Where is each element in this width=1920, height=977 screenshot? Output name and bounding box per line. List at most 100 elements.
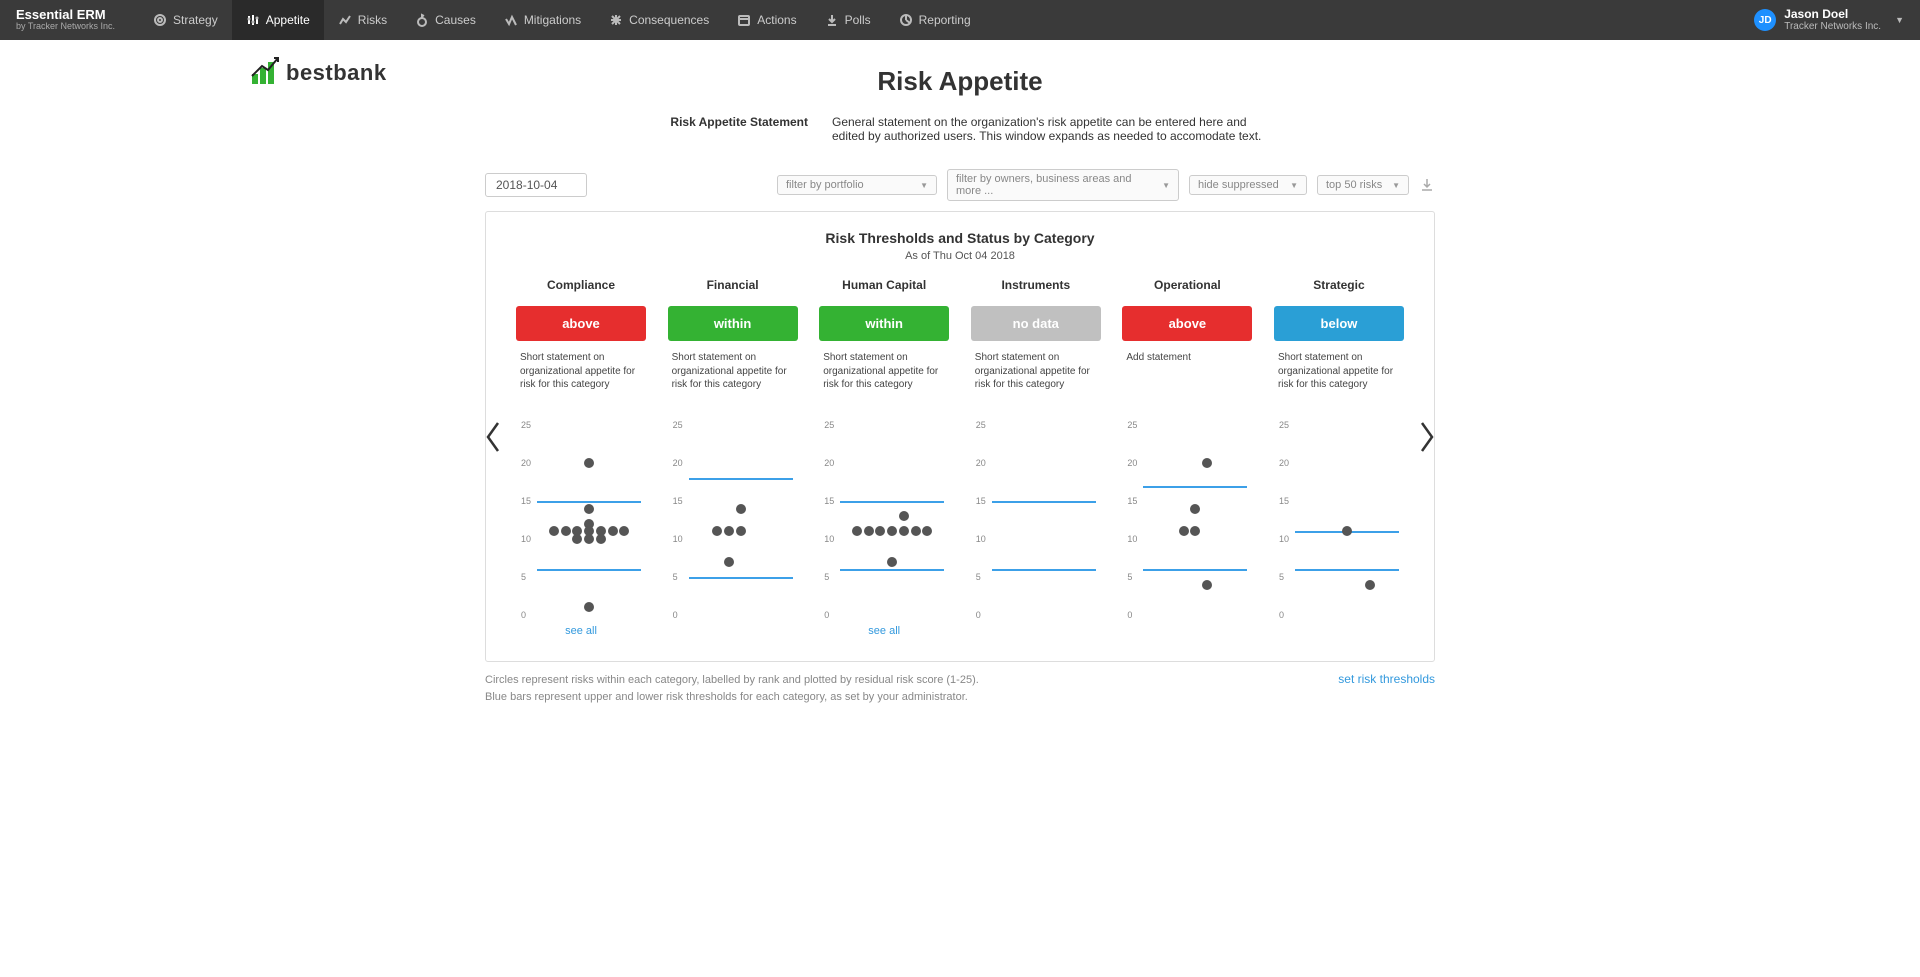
nav-consequences[interactable]: Consequences [595, 0, 723, 40]
category-description[interactable]: Short statement on organizational appeti… [971, 351, 1101, 407]
risk-dot[interactable] [724, 526, 734, 536]
risk-dot[interactable] [619, 526, 629, 536]
y-tick: 25 [976, 420, 986, 430]
status-badge: above [516, 306, 646, 341]
threshold-line [1295, 569, 1399, 571]
risk-dot[interactable] [922, 526, 932, 536]
risk-dot[interactable] [584, 534, 594, 544]
nav-causes[interactable]: Causes [401, 0, 490, 40]
next-arrow[interactable] [1416, 419, 1438, 455]
category-description[interactable]: Short statement on organizational appeti… [516, 351, 646, 407]
chevron-down-icon: ▼ [1895, 15, 1904, 25]
risk-dot[interactable] [584, 602, 594, 612]
status-badge: within [819, 306, 949, 341]
threshold-line [1143, 569, 1247, 571]
risk-dot[interactable] [1365, 580, 1375, 590]
filter-portfolio[interactable]: filter by portfolio▼ [777, 175, 937, 195]
download-icon[interactable] [1419, 177, 1435, 193]
y-tick: 25 [673, 420, 683, 430]
nav-strategy[interactable]: Strategy [139, 0, 232, 40]
y-tick: 20 [673, 458, 683, 468]
risk-dot[interactable] [899, 511, 909, 521]
status-badge: within [668, 306, 798, 341]
risk-dot[interactable] [899, 526, 909, 536]
risk-dot[interactable] [1179, 526, 1189, 536]
filter-owners[interactable]: filter by owners, business areas and mor… [947, 169, 1179, 201]
nav-appetite[interactable]: Appetite [232, 0, 324, 40]
nav-actions[interactable]: Actions [723, 0, 810, 40]
y-tick: 25 [1279, 420, 1289, 430]
y-tick: 20 [1127, 458, 1137, 468]
appetite-icon [246, 13, 260, 27]
nav-label: Mitigations [524, 13, 581, 27]
risk-dot[interactable] [712, 526, 722, 536]
risk-dot[interactable] [1190, 526, 1200, 536]
risk-dot[interactable] [572, 534, 582, 544]
nav-reporting[interactable]: Reporting [885, 0, 985, 40]
risk-dot[interactable] [1202, 580, 1212, 590]
risk-dot[interactable] [584, 458, 594, 468]
category-description[interactable]: Short statement on organizational appeti… [1274, 351, 1404, 407]
nav-label: Risks [358, 13, 387, 27]
risk-dot[interactable] [875, 526, 885, 536]
category-description[interactable]: Short statement on organizational appeti… [668, 351, 798, 407]
risk-dot[interactable] [608, 526, 618, 536]
nav-label: Polls [845, 13, 871, 27]
risk-dot[interactable] [864, 526, 874, 536]
user-menu[interactable]: JD Jason Doel Tracker Networks Inc. ▼ [1754, 8, 1904, 32]
risks-icon [338, 13, 352, 27]
prev-arrow[interactable] [482, 419, 504, 455]
brand: Essential ERM by Tracker Networks Inc. [16, 8, 115, 32]
category-title: Financial [668, 278, 798, 292]
filter-owners-label: filter by owners, business areas and mor… [956, 173, 1156, 197]
filter-top-label: top 50 risks [1326, 179, 1382, 191]
nav-mitigations[interactable]: Mitigations [490, 0, 595, 40]
polls-icon [825, 13, 839, 27]
threshold-line [1143, 486, 1247, 488]
nav-label: Consequences [629, 13, 709, 27]
mini-chart: 0510152025 [976, 425, 1096, 615]
filter-top-risks[interactable]: top 50 risks▼ [1317, 175, 1409, 195]
risk-dot[interactable] [724, 557, 734, 567]
nav-label: Strategy [173, 13, 218, 27]
set-thresholds-link[interactable]: set risk thresholds [1338, 672, 1435, 686]
see-all-link[interactable]: see all [516, 625, 646, 637]
date-picker[interactable]: 2018-10-04 [485, 173, 587, 197]
y-tick: 0 [976, 610, 981, 620]
category-description[interactable]: Add statement [1122, 351, 1252, 407]
category-financial: Financial within Short statement on organi… [668, 278, 798, 637]
y-tick: 10 [521, 534, 531, 544]
risk-dot[interactable] [561, 526, 571, 536]
see-all-link[interactable]: see all [819, 625, 949, 637]
logo-icon [250, 56, 282, 86]
statement-body[interactable]: General statement on the organization's … [832, 115, 1272, 143]
mitigations-icon [504, 13, 518, 27]
risk-dot[interactable] [852, 526, 862, 536]
risk-dot[interactable] [911, 526, 921, 536]
panel-subtitle: As of Thu Oct 04 2018 [516, 250, 1404, 262]
status-badge: above [1122, 306, 1252, 341]
risk-dot[interactable] [1202, 458, 1212, 468]
filter-suppressed[interactable]: hide suppressed▼ [1189, 175, 1307, 195]
filter-portfolio-label: filter by portfolio [786, 179, 864, 191]
risk-dot[interactable] [596, 534, 606, 544]
risk-dot[interactable] [1342, 526, 1352, 536]
category-strategic: StrategicbelowShort statement on organiz… [1274, 278, 1404, 637]
thresholds-panel: Risk Thresholds and Status by Category A… [485, 211, 1435, 662]
category-description[interactable]: Short statement on organizational appeti… [819, 351, 949, 407]
threshold-line [537, 569, 641, 571]
risk-dot[interactable] [887, 557, 897, 567]
risk-dot[interactable] [549, 526, 559, 536]
y-tick: 25 [824, 420, 834, 430]
risk-dot[interactable] [887, 526, 897, 536]
footnote-text: Circles represent risks within each cate… [485, 672, 979, 705]
y-tick: 0 [521, 610, 526, 620]
nav-polls[interactable]: Polls [811, 0, 885, 40]
risk-dot[interactable] [736, 526, 746, 536]
risk-dot[interactable] [584, 504, 594, 514]
risk-dot[interactable] [1190, 504, 1200, 514]
threshold-line [992, 569, 1096, 571]
risk-dot[interactable] [736, 504, 746, 514]
nav-risks[interactable]: Risks [324, 0, 401, 40]
threshold-line [992, 501, 1096, 503]
